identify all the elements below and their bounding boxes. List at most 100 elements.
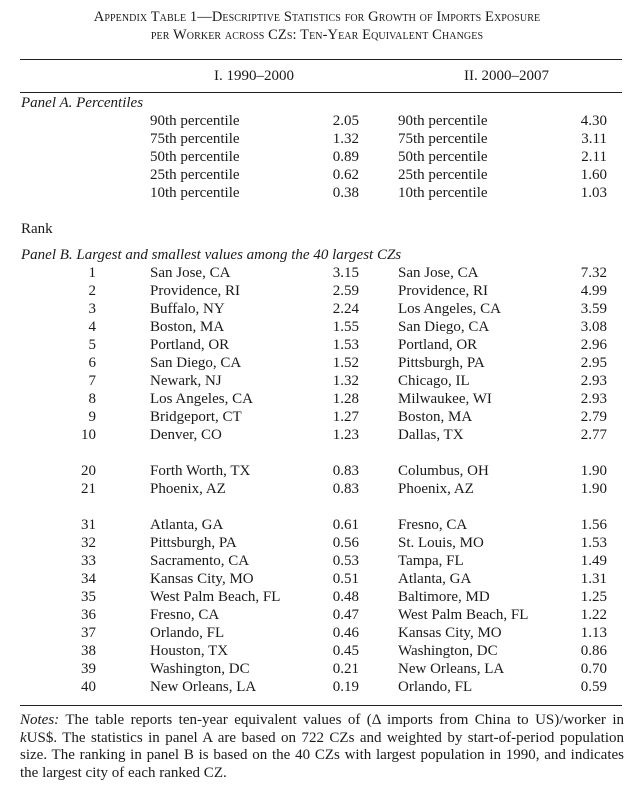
value-period-2: 1.22 [580,607,607,623]
rank-number: 4 [88,319,97,335]
city-period-1: Buffalo, NY [150,301,225,317]
city-period-2: Boston, MA [398,409,473,425]
rank-column-label: Rank [21,221,53,237]
value-period-1: 1.27 [332,409,359,425]
city-period-2: Orlando, FL [398,679,473,695]
table-row: 7 Newark, NJ 1.32 Chicago, IL 2.93 [0,372,634,390]
value-period-2: 0.86 [580,643,607,659]
value-period-1: 1.32 [332,373,359,389]
table-row: 90th percentile 2.05 90th percentile 4.3… [0,112,634,130]
rank-number: 34 [81,571,96,587]
percentile-value-period-2: 1.03 [580,185,607,201]
rank-number: 8 [88,391,97,407]
value-period-2: 3.59 [580,301,607,317]
city-period-1: Boston, MA [150,319,225,335]
value-period-1: 0.51 [332,571,359,587]
city-period-1: Washington, DC [150,661,250,677]
percentile-label-period-2: 10th percentile [398,185,488,201]
table-row: 38 Houston, TX 0.45 Washington, DC 0.86 [0,642,634,660]
table-row: 5 Portland, OR 1.53 Portland, OR 2.96 [0,336,634,354]
table-row: 36 Fresno, CA 0.47 West Palm Beach, FL 1.22 [0,606,634,624]
header-rule [20,92,622,93]
percentile-label-period-1: 50th percentile [150,149,240,165]
city-period-2: Fresno, CA [398,517,468,533]
percentile-value-period-2: 3.11 [581,131,607,147]
city-period-1: San Jose, CA [150,265,231,281]
value-period-1: 1.23 [332,427,359,443]
rank-number: 7 [88,373,97,389]
table-title-line-1: Appendix Table 1—Descriptive Statistics … [93,9,541,25]
city-period-1: New Orleans, LA [150,679,257,695]
value-period-2: 2.77 [580,427,607,443]
table-row: 8 Los Angeles, CA 1.28 Milwaukee, WI 2.93 [0,390,634,408]
column-header-period-2: II. 2000–2007 [464,68,549,84]
value-period-1: 0.21 [332,661,359,677]
city-period-2: Chicago, IL [398,373,470,389]
table-row: 9 Bridgeport, CT 1.27 Boston, MA 2.79 [0,408,634,426]
city-period-2: Washington, DC [398,643,498,659]
value-period-2: 2.93 [580,373,607,389]
value-period-1: 1.53 [332,337,359,353]
city-period-2: Baltimore, MD [398,589,490,605]
value-period-2: 4.99 [580,283,607,299]
city-period-1: Bridgeport, CT [150,409,242,425]
rank-number: 40 [81,679,96,695]
city-period-1: Sacramento, CA [150,553,250,569]
city-period-1: Kansas City, MO [150,571,254,587]
city-period-2: St. Louis, MO [398,535,484,551]
city-period-1: Portland, OR [150,337,230,353]
value-period-1: 0.56 [332,535,359,551]
value-period-1: 0.48 [332,589,359,605]
city-period-1: Newark, NJ [150,373,222,389]
column-header-period-1: I. 1990–2000 [214,68,294,84]
rank-number: 37 [81,625,96,641]
value-period-1: 0.46 [332,625,359,641]
table-row: 3 Buffalo, NY 2.24 Los Angeles, CA 3.59 [0,300,634,318]
notes-label: Notes: [20,712,60,728]
value-period-2: 2.95 [580,355,607,371]
table-row: 1 San Jose, CA 3.15 San Jose, CA 7.32 [0,264,634,282]
value-period-2: 0.59 [580,679,607,695]
table-row: 50th percentile 0.89 50th percentile 2.1… [0,148,634,166]
rank-number: 35 [81,589,96,605]
rank-number: 20 [81,463,96,479]
value-period-1: 1.55 [332,319,359,335]
percentile-value-period-1: 0.62 [332,167,359,183]
city-period-2: Providence, RI [398,283,488,299]
notes-text: The table reports ten-year equivalent va… [20,712,624,781]
rank-number: 38 [81,643,96,659]
city-period-1: Forth Worth, TX [150,463,251,479]
value-period-1: 0.53 [332,553,359,569]
value-period-2: 1.53 [580,535,607,551]
rank-number: 9 [88,409,97,425]
rank-number: 3 [88,301,97,317]
percentile-value-period-1: 2.05 [332,113,359,129]
table-row: 32 Pittsburgh, PA 0.56 St. Louis, MO 1.53 [0,534,634,552]
city-period-1: Fresno, CA [150,607,220,623]
table-row: 20 Forth Worth, TX 0.83 Columbus, OH 1.90 [0,462,634,480]
percentile-value-period-1: 1.32 [332,131,359,147]
value-period-2: 7.32 [580,265,607,281]
percentile-label-period-1: 10th percentile [150,185,240,201]
table-row: 40 New Orleans, LA 0.19 Orlando, FL 0.59 [0,678,634,696]
value-period-2: 0.70 [580,661,607,677]
city-period-2: San Jose, CA [398,265,479,281]
value-period-1: 3.15 [332,265,359,281]
rank-number: 1 [88,265,97,281]
city-period-2: New Orleans, LA [398,661,505,677]
value-period-1: 0.45 [332,643,359,659]
city-period-2: Pittsburgh, PA [398,355,485,371]
rank-number: 21 [81,481,96,497]
city-period-1: Denver, CO [150,427,222,443]
table-row: 10 Denver, CO 1.23 Dallas, TX 2.77 [0,426,634,444]
value-period-2: 1.49 [580,553,607,569]
percentile-label-period-1: 75th percentile [150,131,240,147]
city-period-1: San Diego, CA [150,355,242,371]
table-row: 4 Boston, MA 1.55 San Diego, CA 3.08 [0,318,634,336]
rank-number: 33 [81,553,96,569]
percentile-label-period-2: 90th percentile [398,113,488,129]
value-period-1: 0.47 [332,607,359,623]
percentile-label-period-2: 75th percentile [398,131,488,147]
city-period-2: Phoenix, AZ [398,481,474,497]
city-period-2: Los Angeles, CA [398,301,501,317]
